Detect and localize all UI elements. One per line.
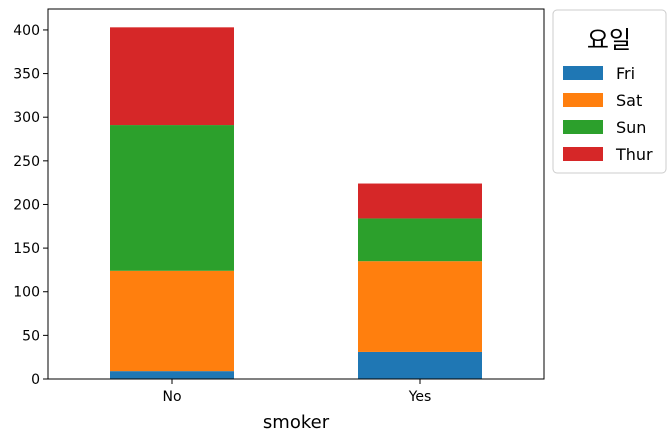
y-tick-label: 50 [22, 328, 40, 344]
y-axis: 0 50 100 150 200 250 300 350 400 [13, 23, 48, 388]
legend: 요일 Fri Sat Sun Thur [552, 9, 667, 174]
bar-fri-yes [358, 351, 482, 379]
legend-items: Fri Sat Sun Thur [563, 64, 653, 164]
y-tick-label: 0 [31, 372, 40, 388]
bar-sun-no [110, 125, 234, 271]
bar-thur-no [110, 27, 234, 126]
y-tick-label: 300 [13, 110, 40, 126]
y-tick-label: 150 [13, 241, 40, 257]
legend-swatch-sun [563, 120, 603, 134]
legend-swatch-fri [563, 66, 603, 80]
y-tick-label: 400 [13, 23, 40, 39]
x-axis: No Yes [162, 379, 431, 405]
bar-sun-yes [358, 218, 482, 262]
legend-label-sat: Sat [616, 91, 642, 110]
x-tick-label: No [162, 389, 181, 405]
x-tick-label: Yes [408, 389, 432, 405]
legend-swatch-sat [563, 93, 603, 107]
y-tick-label: 200 [13, 197, 40, 213]
plot-area-frame [47, 8, 545, 380]
y-tick-label: 350 [13, 67, 40, 83]
bar-sat-yes [358, 261, 482, 352]
legend-label-fri: Fri [616, 64, 635, 83]
y-tick-label: 100 [13, 285, 40, 301]
legend-label-sun: Sun [616, 118, 646, 137]
bar-sat-no [110, 270, 234, 372]
bars-layer [110, 27, 482, 379]
bar-thur-yes [358, 183, 482, 219]
x-axis-label: smoker [263, 412, 330, 433]
legend-title: 요일 [587, 26, 631, 54]
bar-fri-no [110, 371, 234, 379]
legend-label-thur: Thur [615, 145, 653, 164]
legend-swatch-thur [563, 147, 603, 161]
y-tick-label: 250 [13, 154, 40, 170]
